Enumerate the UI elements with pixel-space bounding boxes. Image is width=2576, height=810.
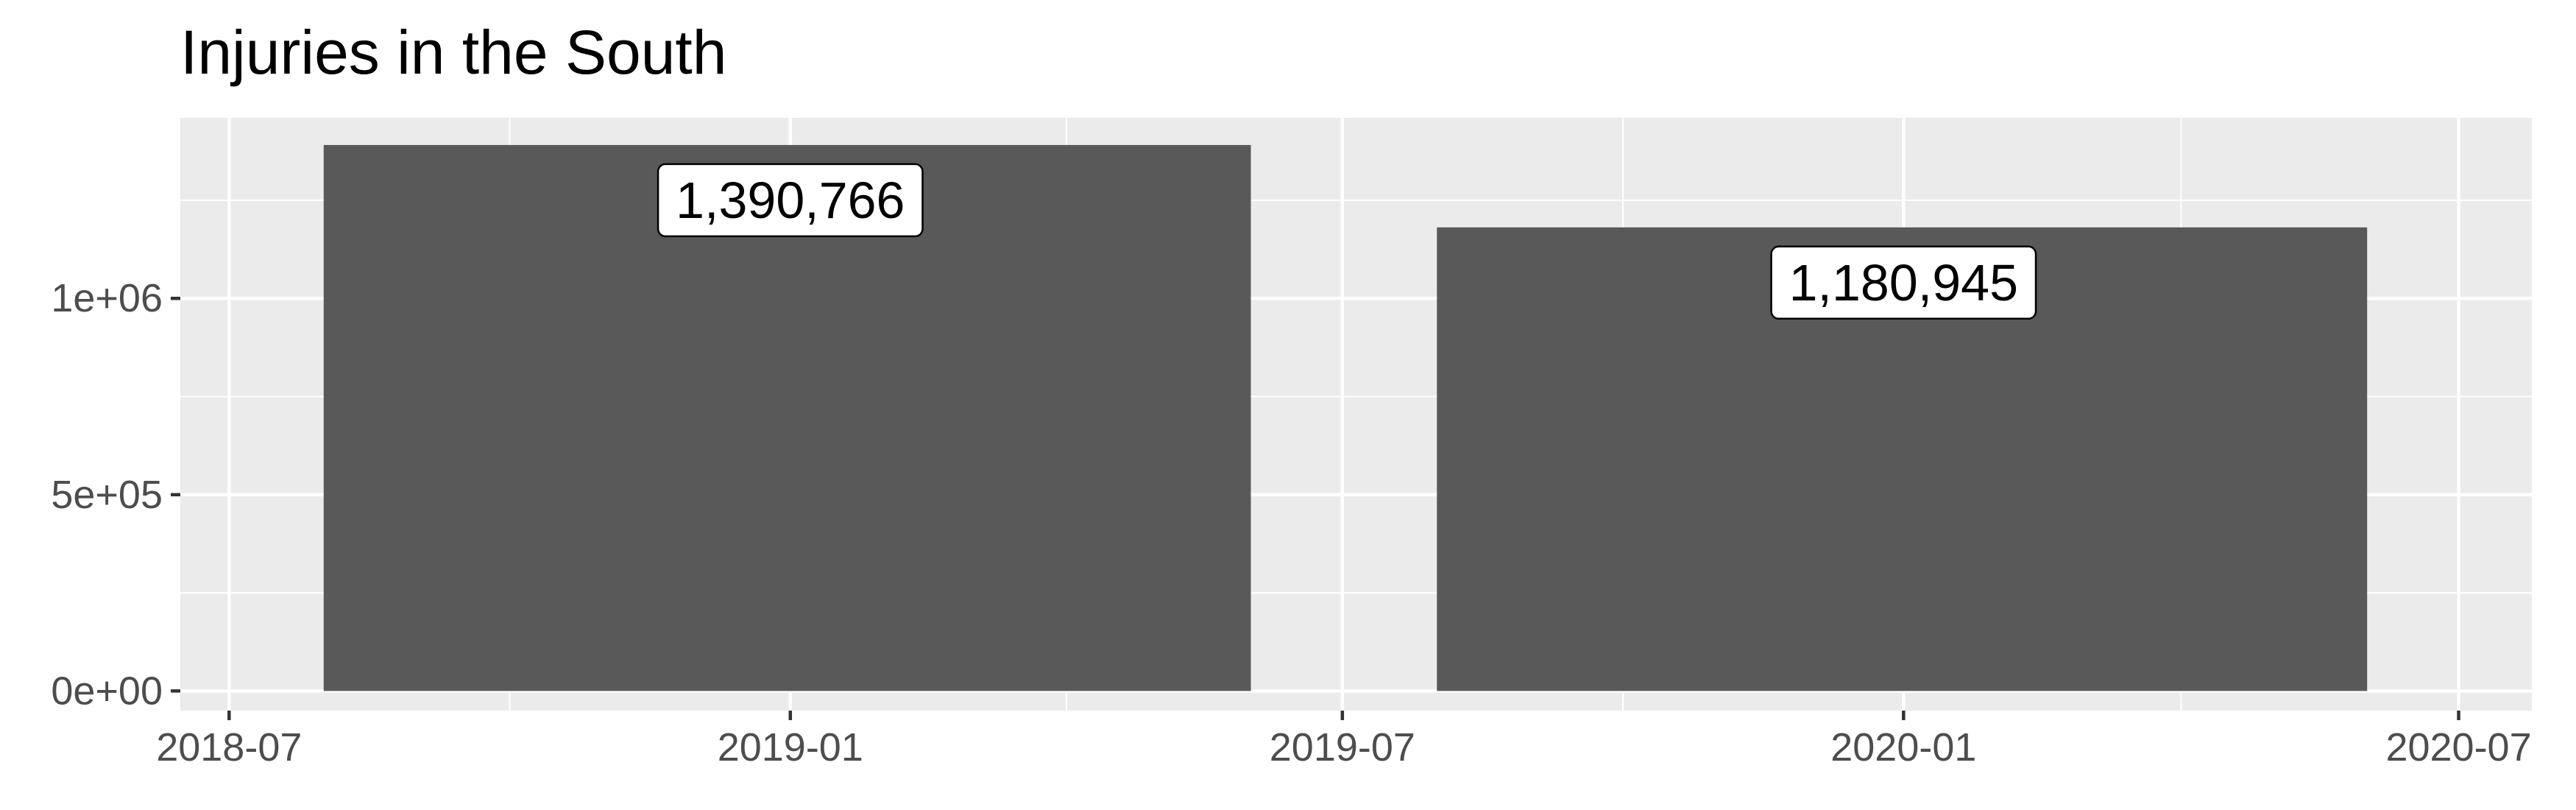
- chart-title: Injuries in the South: [180, 18, 726, 87]
- x-tick-label: 2018-07: [156, 725, 302, 770]
- x-tick-label: 2020-07: [2385, 725, 2531, 770]
- data-label-box: [1770, 245, 2037, 320]
- data-label: 1,390,766: [657, 163, 924, 238]
- y-tick-label: 0e+00: [51, 669, 163, 713]
- data-labels: 1,390,766 1,180,945: [657, 163, 2037, 320]
- x-tick-label: 2019-01: [718, 725, 863, 770]
- data-label-box: [657, 163, 924, 238]
- y-tick-label: 1e+06: [51, 276, 163, 320]
- data-label-text: 1,180,945: [1789, 254, 2018, 311]
- axes: 0e+00 5e+05 1e+06 2018-07 2019-01 2019-07 2020…: [51, 276, 2531, 770]
- data-label: 1,180,945: [1770, 245, 2037, 320]
- x-tick-label: 2019-07: [1270, 725, 1415, 770]
- x-tick-label: 2020-01: [1830, 725, 1976, 770]
- y-tick-label: 5e+05: [51, 473, 163, 517]
- data-label-text: 1,390,766: [676, 172, 905, 229]
- bars: [323, 144, 2368, 691]
